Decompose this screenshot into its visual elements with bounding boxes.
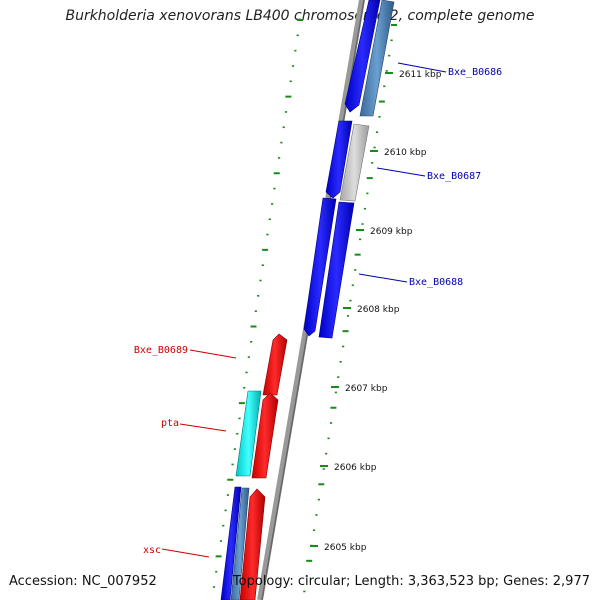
accession-text: Accession: NC_007952 [9, 574, 157, 589]
tick-label: 2606 kbp [334, 463, 377, 473]
gene-bxe-b0687-arrow [325, 120, 353, 199]
tick-label: 2611 kbp [399, 70, 442, 80]
gene-pta-arrow [235, 390, 262, 477]
gene-leader-line [189, 349, 237, 359]
genome-summary-text: Topology: circular; Length: 3,363,523 bp… [232, 574, 590, 589]
gene-leader-line [161, 548, 210, 558]
gene-label-g689: Bxe_B0689 [134, 345, 188, 356]
gene-leader-line [179, 423, 227, 432]
gene-bxe-b0688-arrow-a [303, 197, 337, 337]
gene-label-g688: Bxe_B0688 [409, 277, 463, 288]
tick-label: 2609 kbp [370, 227, 413, 237]
gene-leader-line [397, 62, 447, 73]
gene-steelblue-lower [230, 487, 250, 600]
gene-leader-line [376, 167, 426, 177]
tick-label: 2607 kbp [345, 384, 388, 394]
gene-label-g687: Bxe_B0687 [427, 171, 481, 182]
tick-label: 2610 kbp [384, 148, 427, 158]
tick-label: 2608 kbp [357, 305, 400, 315]
gene-bxe-b0686-arrow [344, 0, 381, 113]
inner-dotted-ring [212, 19, 303, 588]
gene-steelblue-arrow [359, 0, 395, 117]
gene-leader-line [358, 273, 408, 283]
gene-xsc-neighbor-blue [220, 486, 242, 600]
gene-label-g686: Bxe_B0686 [448, 67, 502, 78]
map-title: Burkholderia xenovorans LB400 chromosome… [65, 8, 535, 24]
gene-grey-arrow [339, 123, 370, 202]
gene-pta-neighbor-red [251, 392, 279, 479]
tick-labels: 2611 kbp 2610 kbp 2609 kbp 2608 kbp 2607 kbp… [310, 70, 442, 553]
gene-bxe-b0689-arrow [262, 333, 288, 396]
tick-label: 2605 kbp [324, 543, 367, 553]
gene-label-xsc: xsc [143, 545, 161, 556]
gene-bxe-b0688-arrow-b [318, 201, 355, 339]
gene-xsc-arrow [239, 488, 266, 600]
outer-dotted-ring [303, 24, 397, 593]
gene-label-pta: pta [161, 418, 179, 429]
